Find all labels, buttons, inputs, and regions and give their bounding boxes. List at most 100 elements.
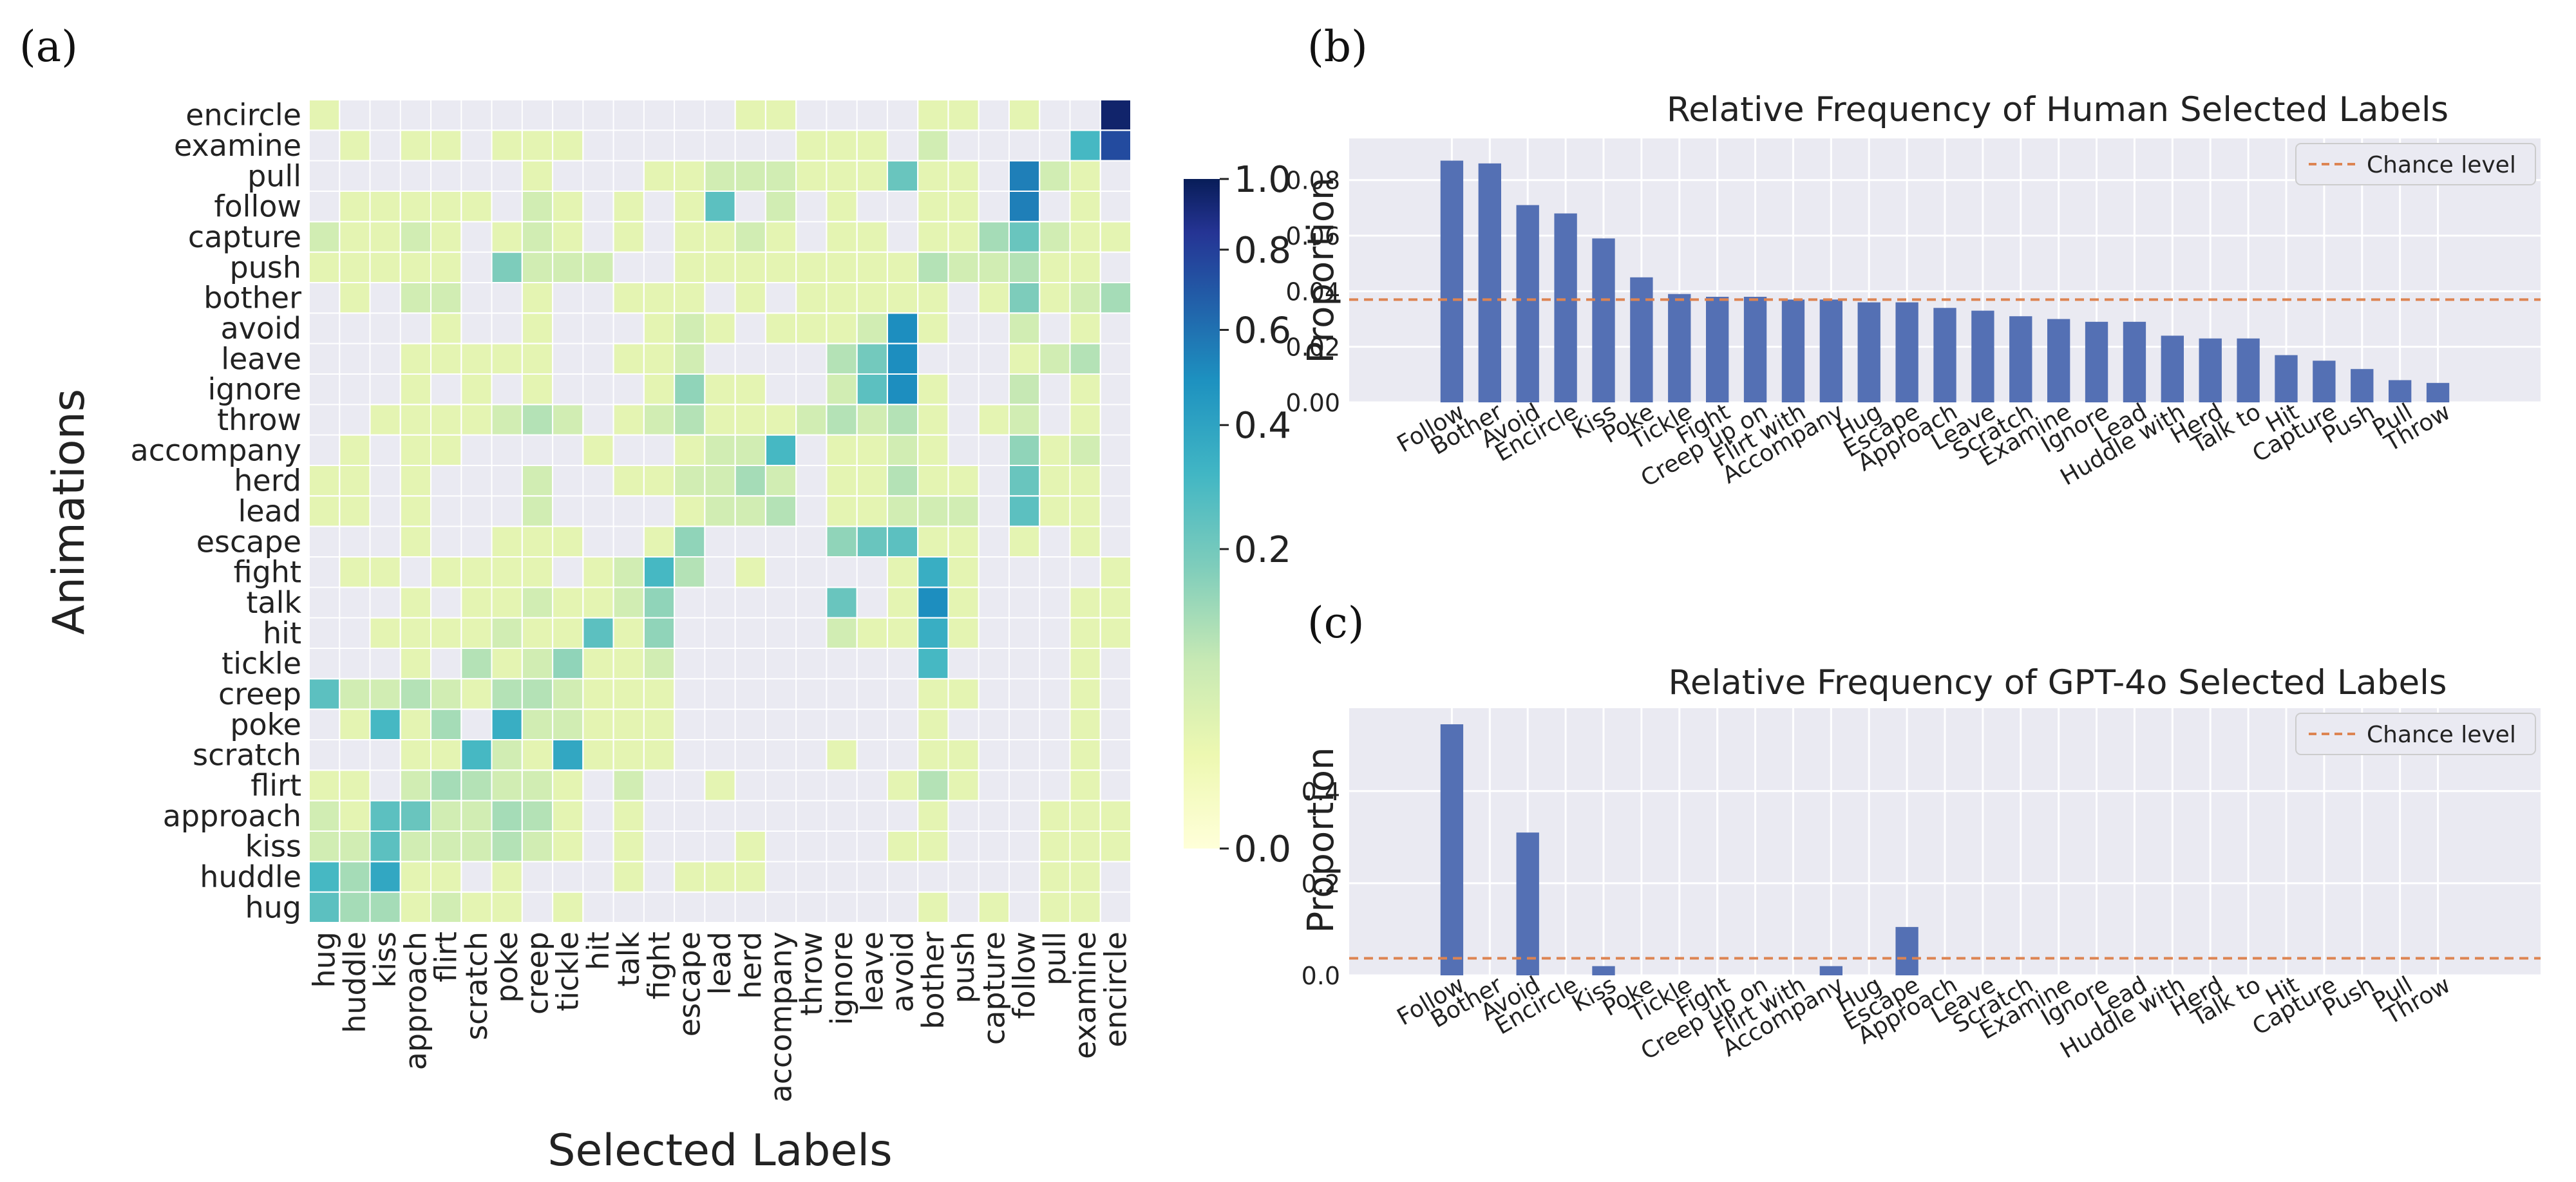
heatmap-cell bbox=[369, 891, 401, 923]
heatmap-cell bbox=[1069, 465, 1101, 497]
heatmap-cell bbox=[308, 99, 341, 131]
heatmap-cell bbox=[1069, 434, 1101, 467]
heatmap-column-label: huddle bbox=[337, 932, 372, 1033]
heatmap-cell bbox=[308, 251, 341, 283]
heatmap-cell bbox=[1039, 434, 1071, 467]
heatmap-row-label: encircle bbox=[185, 98, 301, 133]
heatmap-row-label: push bbox=[230, 250, 301, 285]
heatmap-cell bbox=[1069, 495, 1101, 527]
heatmap-column-label: hit bbox=[581, 932, 616, 970]
heatmap-cell bbox=[1039, 221, 1071, 253]
bar bbox=[1478, 163, 1501, 402]
heatmap-cell bbox=[886, 251, 919, 283]
gpt4o-labels-bar-chart: Relative Frequency of GPT-4o Selected La… bbox=[1300, 663, 2541, 1065]
heatmap-cell bbox=[308, 891, 341, 923]
heatmap-cell bbox=[308, 769, 341, 802]
heatmap-row-label: bother bbox=[204, 281, 301, 315]
heatmap-cell bbox=[734, 495, 766, 527]
heatmap-row-label: examine bbox=[174, 128, 301, 163]
heatmap-cell bbox=[643, 404, 676, 436]
human-labels-bar-chart: Relative Frequency of Human Selected Lab… bbox=[1285, 90, 2541, 493]
heatmap-cell bbox=[917, 465, 949, 497]
heatmap-cell bbox=[795, 129, 828, 162]
heatmap-row-label: hit bbox=[263, 615, 301, 650]
heatmap-cell bbox=[552, 678, 584, 710]
heatmap-cell bbox=[917, 99, 949, 131]
heatmap-cell bbox=[339, 495, 371, 527]
heatmap-cell bbox=[582, 708, 614, 740]
heatmap-cell bbox=[339, 282, 371, 314]
heatmap-column-label: push bbox=[946, 932, 981, 1003]
heatmap-cell bbox=[1099, 129, 1132, 162]
heatmap-cell bbox=[369, 830, 401, 863]
heatmap-cell bbox=[704, 373, 736, 406]
heatmap-cell bbox=[1008, 434, 1041, 467]
heatmap-cell bbox=[399, 373, 432, 406]
heatmap-cell bbox=[552, 586, 584, 619]
heatmap-cell bbox=[521, 739, 554, 771]
bar bbox=[2085, 321, 2108, 402]
y-tick-label: 0.06 bbox=[1285, 222, 1340, 250]
heatmap-cell bbox=[460, 678, 493, 710]
heatmap-cell bbox=[1069, 648, 1101, 680]
heatmap-cell bbox=[643, 373, 676, 406]
bar bbox=[2009, 316, 2032, 402]
heatmap-cell bbox=[856, 342, 888, 375]
heatmap-cell bbox=[582, 586, 614, 619]
heatmap-cell bbox=[643, 678, 676, 710]
chart-c-legend: Chance level bbox=[2295, 713, 2536, 755]
heatmap-cell bbox=[947, 525, 980, 558]
heatmap-cell bbox=[521, 160, 554, 192]
heatmap-cell bbox=[339, 434, 371, 467]
chart-b-bars bbox=[1440, 160, 2450, 403]
heatmap-cell bbox=[674, 434, 706, 467]
heatmap-cell bbox=[764, 404, 797, 436]
chart-b-y-axis-label: Proportion bbox=[1300, 178, 1342, 364]
heatmap-cell bbox=[1069, 404, 1101, 436]
heatmap-cell bbox=[643, 160, 676, 192]
heatmap-cell bbox=[764, 312, 797, 344]
heatmap-cell bbox=[460, 404, 493, 436]
heatmap-cell bbox=[339, 251, 371, 283]
heatmap-column-label: lead bbox=[703, 932, 737, 995]
heatmap-cell bbox=[339, 465, 371, 497]
heatmap-cell bbox=[369, 861, 401, 893]
bar bbox=[1857, 302, 1880, 402]
panel-label-b: (b) bbox=[1307, 22, 1368, 71]
heatmap-cell bbox=[764, 160, 797, 192]
heatmap-cell bbox=[947, 586, 980, 619]
heatmap-column-label: approach bbox=[398, 932, 433, 1070]
heatmap-cell bbox=[430, 434, 462, 467]
colorbar-tick-label: 1.0 bbox=[1234, 159, 1291, 201]
y-tick-label: 0.04 bbox=[1285, 277, 1340, 306]
bar bbox=[1895, 302, 1918, 402]
heatmap-cell bbox=[917, 312, 949, 344]
heatmap-cell bbox=[339, 678, 371, 710]
heatmap-cell bbox=[947, 556, 980, 588]
heatmap-cell bbox=[1039, 465, 1071, 497]
heatmap-cell bbox=[552, 617, 584, 650]
heatmap-column-label: accompany bbox=[764, 932, 799, 1103]
heatmap-column-label: kiss bbox=[368, 932, 402, 988]
heatmap-cell bbox=[430, 251, 462, 283]
chart-c-y-axis-label: Proportion bbox=[1300, 747, 1342, 933]
heatmap-cell bbox=[612, 617, 645, 650]
panel-label-c: (c) bbox=[1307, 598, 1364, 648]
heatmap-cell bbox=[947, 617, 980, 650]
heatmap-cell bbox=[886, 617, 919, 650]
heatmap-cell bbox=[917, 129, 949, 162]
heatmap-cell bbox=[612, 708, 645, 740]
heatmap-cell bbox=[1069, 830, 1101, 863]
heatmap-column-label: poke bbox=[489, 932, 524, 1003]
heatmap-row-label: capture bbox=[188, 220, 301, 254]
bar bbox=[2237, 338, 2260, 402]
heatmap-cell bbox=[339, 221, 371, 253]
heatmap-column-label: talk bbox=[611, 932, 646, 987]
heatmap-cell bbox=[856, 404, 888, 436]
heatmap-cell bbox=[399, 525, 432, 558]
heatmap-cell bbox=[308, 221, 341, 253]
heatmap-cell bbox=[1039, 891, 1071, 923]
heatmap-cell bbox=[917, 648, 949, 680]
heatmap-cell bbox=[886, 769, 919, 802]
heatmap-cell bbox=[369, 191, 401, 223]
